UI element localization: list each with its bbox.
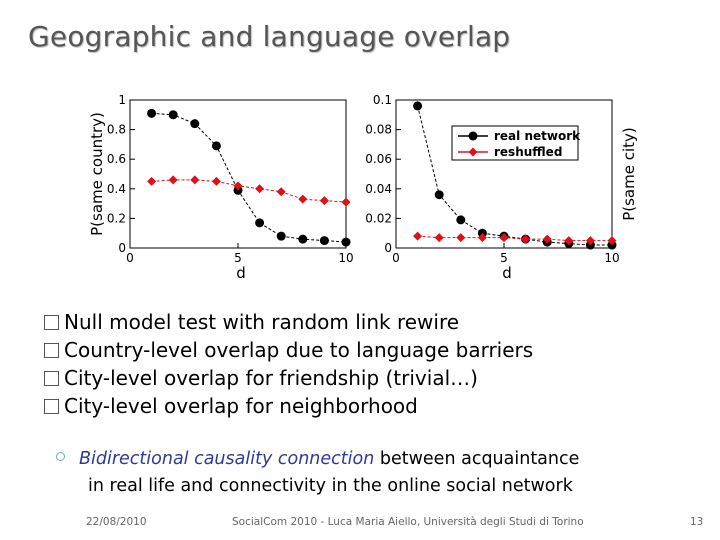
bullet-text: Null model test with random link rewire (64, 310, 460, 334)
real-network-point (456, 215, 466, 225)
real-network-point (147, 108, 157, 118)
footer-page-number: 13 (690, 516, 704, 528)
chart-city: 0 0.02 0.04 0.06 0.08 0.1 0 5 10 d P(same city) rea… (365, 93, 638, 282)
reshuffled-point (255, 184, 265, 194)
y-tick-label: 0.04 (365, 182, 392, 196)
reshuffled-point (564, 236, 574, 246)
reshuffled-point (190, 175, 200, 185)
reshuffled-point (585, 236, 595, 246)
reshuffled-point (413, 231, 423, 241)
series-line (417, 235, 612, 242)
real-network-point (298, 234, 308, 244)
checkbox-bullet-icon (44, 343, 59, 358)
y-tick-label: 1 (118, 93, 126, 107)
reshuffled-point (211, 176, 221, 186)
legend-marker (468, 147, 478, 157)
reshuffled-point (477, 233, 487, 243)
sub-bullet-line2: in real life and connectivity in the onl… (88, 476, 573, 496)
checkbox-bullet-icon (44, 371, 59, 386)
y-tick-label: 0.6 (107, 152, 126, 166)
bullet-text: Country-level overlap due to language ba… (64, 338, 534, 362)
real-network-point (413, 101, 423, 111)
y-tick-label: 0.1 (373, 93, 392, 107)
y-axis-label: P(same city) (620, 127, 638, 221)
reshuffled-point (434, 233, 444, 243)
series-line (151, 112, 347, 243)
real-network-point (341, 237, 351, 247)
reshuffled-point (341, 197, 351, 207)
reshuffled-point (542, 234, 552, 244)
legend-entry: reshuffled (494, 145, 562, 159)
real-network-point (434, 190, 444, 200)
slide-title: Geographic and language overlap (28, 20, 511, 53)
x-tick-label: 5 (500, 251, 508, 265)
checkbox-bullet-icon (44, 315, 59, 330)
plot-frame (129, 99, 347, 249)
real-network-point (255, 218, 265, 228)
bullet-item: City-level overlap for friendship (trivi… (44, 364, 704, 392)
x-tick-label: 10 (604, 251, 619, 265)
footer-conference: SocialCom 2010 - Luca Maria Aiello, Univ… (232, 516, 584, 528)
reshuffled-point (456, 233, 466, 243)
x-tick-label: 5 (234, 251, 242, 265)
y-tick-label: 0.02 (365, 211, 392, 225)
bullet-item: Country-level overlap due to language ba… (44, 336, 704, 364)
real-network-point (276, 231, 286, 241)
reshuffled-point (168, 175, 178, 185)
x-tick-label: 0 (126, 251, 134, 265)
series-line (417, 105, 612, 246)
x-tick-label: 0 (392, 251, 400, 265)
legend-entry: real network (494, 129, 581, 143)
bullet-item: Null model test with random link rewire (44, 308, 704, 336)
y-tick-label: 0.8 (107, 123, 126, 137)
sub-bullet: Bidirectional causality connection betwe… (56, 446, 696, 500)
y-axis-label: P(same country) (88, 112, 106, 236)
y-tick-label: 0.08 (365, 123, 392, 137)
bullet-text: City-level overlap for neighborhood (64, 394, 418, 418)
ring-bullet-icon (56, 452, 65, 461)
reshuffled-point (276, 187, 286, 197)
real-network-point (190, 119, 200, 129)
x-axis-label: d (502, 264, 512, 282)
reshuffled-point (499, 233, 509, 243)
reshuffled-point (147, 176, 157, 186)
bullet-list: Null model test with random link rewire … (44, 308, 704, 420)
y-tick-label: 0 (384, 241, 392, 255)
checkbox-bullet-icon (44, 399, 59, 414)
bullet-item: City-level overlap for neighborhood (44, 392, 704, 420)
reshuffled-point (319, 196, 329, 206)
sub-bullet-emphasis: Bidirectional causality connection (79, 449, 375, 469)
reshuffled-point (233, 181, 243, 191)
x-axis-label: d (236, 264, 246, 282)
series-line (151, 179, 347, 203)
y-tick-label: 0.2 (107, 211, 126, 225)
real-network-point (168, 110, 178, 120)
y-tick-label: 0.4 (107, 182, 126, 196)
footer-date: 22/08/2010 (86, 516, 147, 528)
x-tick-label: 10 (338, 251, 353, 265)
reshuffled-point (607, 236, 617, 246)
real-network-point (319, 236, 329, 246)
sub-bullet-text: between acquaintance (374, 449, 580, 469)
bullet-text: City-level overlap for friendship (trivi… (64, 366, 478, 390)
plot-frame (395, 99, 613, 249)
reshuffled-point (298, 194, 308, 204)
y-tick-label: 0 (118, 241, 126, 255)
y-tick-label: 0.06 (365, 152, 392, 166)
real-network-point (211, 141, 221, 151)
reshuffled-point (521, 234, 531, 244)
legend-marker (468, 131, 478, 141)
